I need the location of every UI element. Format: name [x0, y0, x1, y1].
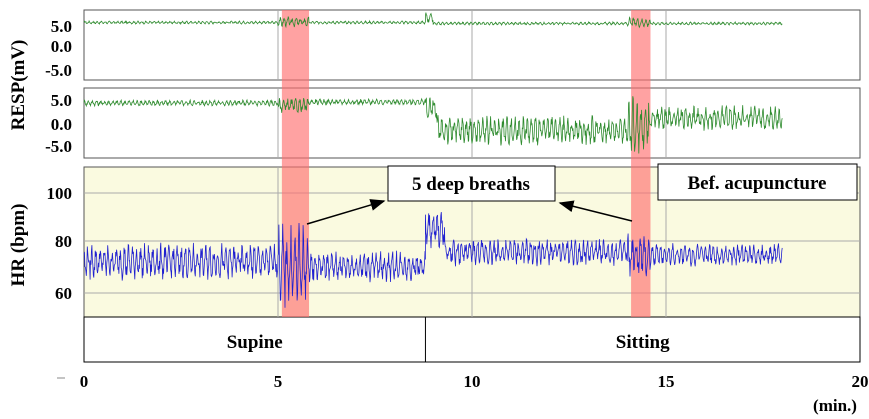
x-tick-label: 5 [274, 372, 283, 391]
trace-resp-top [83, 12, 783, 29]
trace-resp-bottom [83, 96, 783, 154]
y-tick-label: -5.0 [45, 61, 72, 80]
x-tick-label: 0 [80, 372, 89, 391]
y-tick-label: 5.0 [51, 17, 72, 36]
phase-band [83, 316, 861, 363]
x-tick-label: 20 [852, 372, 869, 391]
y-tick-label: 60 [55, 284, 72, 303]
phase-label-supine: Supine [227, 332, 283, 353]
y-tick-label: 100 [47, 184, 73, 203]
arrow-to-deep-breaths [306, 199, 386, 225]
annotation-deep-breaths: 5 deep breaths [412, 174, 530, 195]
arrow-from-acupuncture [558, 200, 633, 222]
annotation-acupuncture: Bef. acupuncture [688, 173, 827, 194]
x-tick-label: 10 [464, 372, 481, 391]
y-axis-label-resp: RESP(mV) [8, 40, 29, 131]
y-tick-label: -5.0 [45, 137, 72, 156]
highlight-interval-2 [631, 10, 651, 317]
x-tick-label: 15 [658, 372, 675, 391]
phase-label-sitting: Sitting [616, 332, 670, 353]
y-axis-label-hr: HR (bpm) [8, 204, 29, 287]
highlight-interval-1 [281, 10, 310, 317]
y-tick-label: 5.0 [51, 91, 72, 110]
trace-hr [83, 212, 783, 308]
x-axis-unit: (min.) [813, 396, 857, 415]
y-tick-label: 0.0 [51, 37, 72, 56]
y-tick-label: 0.0 [51, 115, 72, 134]
annotation-box-deep-breaths [387, 165, 556, 202]
y-tick-label: 80 [55, 232, 72, 251]
annotation-box-acupuncture [657, 163, 858, 201]
